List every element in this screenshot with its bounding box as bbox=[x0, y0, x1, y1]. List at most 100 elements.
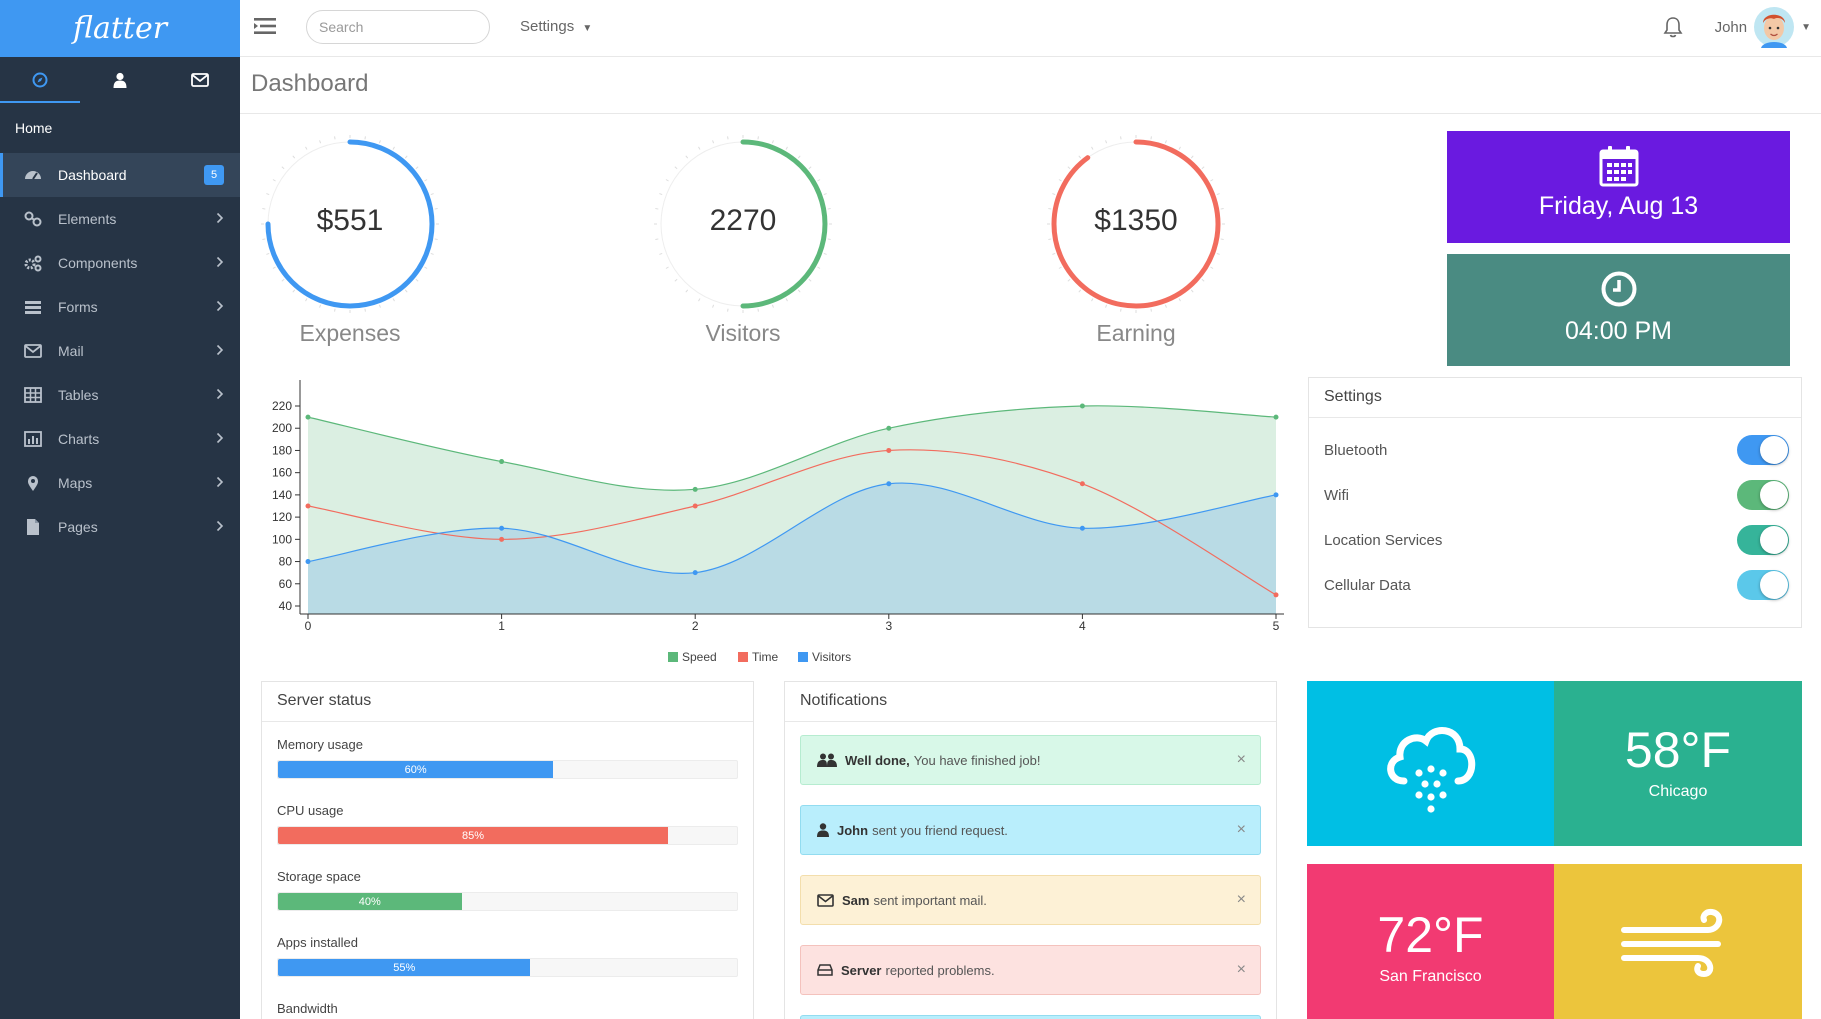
elements-icon bbox=[24, 210, 42, 228]
data-point-time[interactable] bbox=[886, 447, 892, 453]
close-icon[interactable]: × bbox=[1236, 821, 1246, 838]
data-point-speed[interactable] bbox=[1079, 403, 1085, 409]
server-icon bbox=[817, 964, 833, 976]
gauge-earning: $1350 Earning bbox=[1046, 134, 1226, 347]
settings-dropdown[interactable]: Settings ▼ bbox=[520, 18, 592, 35]
data-point-visitors[interactable] bbox=[499, 525, 505, 531]
y-tick-label: 160 bbox=[272, 466, 292, 480]
notification-text: reported problems. bbox=[885, 962, 995, 978]
settings-panel-title: Settings bbox=[1309, 378, 1801, 418]
gauge-arc bbox=[740, 139, 828, 309]
gauge-value: $551 bbox=[316, 204, 384, 237]
x-tick-label: 3 bbox=[885, 619, 892, 633]
notifications-bell-icon[interactable] bbox=[1663, 16, 1683, 43]
sidebar-item-label: Forms bbox=[58, 299, 98, 315]
settings-label: Settings bbox=[520, 18, 575, 35]
chicago-city: Chicago bbox=[1648, 783, 1708, 800]
data-point-time[interactable] bbox=[1273, 592, 1279, 598]
data-point-speed[interactable] bbox=[886, 425, 892, 431]
toggle-knob bbox=[1760, 571, 1788, 599]
stat-label: Memory usage bbox=[277, 737, 363, 752]
calendar-icon bbox=[1599, 146, 1638, 187]
close-icon[interactable]: × bbox=[1236, 751, 1246, 768]
sidebar-item-charts[interactable]: Charts bbox=[0, 417, 240, 461]
stat-label: CPU usage bbox=[277, 803, 344, 818]
gauge-label: Expenses bbox=[299, 320, 401, 346]
data-point-speed[interactable] bbox=[499, 459, 505, 465]
y-tick-label: 40 bbox=[279, 599, 293, 613]
setting-label: Cellular Data bbox=[1324, 576, 1411, 594]
y-tick-label: 180 bbox=[272, 443, 292, 457]
data-point-speed[interactable] bbox=[692, 486, 698, 492]
y-tick-label: 140 bbox=[272, 488, 292, 502]
sidebar-item-forms[interactable]: Forms bbox=[0, 285, 240, 329]
menu-toggle-icon[interactable] bbox=[254, 17, 276, 40]
legend-swatch bbox=[668, 652, 678, 662]
data-point-time[interactable] bbox=[1079, 481, 1085, 487]
sidebar-item-tables[interactable]: Tables bbox=[0, 373, 240, 417]
data-point-visitors[interactable] bbox=[305, 559, 311, 565]
close-icon[interactable]: × bbox=[1236, 961, 1246, 978]
data-point-speed[interactable] bbox=[1273, 414, 1279, 420]
compass-icon bbox=[32, 72, 48, 88]
gauge-label: Visitors bbox=[705, 320, 781, 346]
tab-navigation[interactable] bbox=[0, 57, 80, 103]
legend-swatch bbox=[798, 652, 808, 662]
app-logo[interactable]: flatter bbox=[0, 0, 240, 57]
sidebar-item-elements[interactable]: Elements bbox=[0, 197, 240, 241]
weather-wind-tile bbox=[1554, 864, 1802, 1019]
map-pin-icon bbox=[24, 474, 42, 492]
sidebar-item-label: Maps bbox=[58, 475, 93, 491]
sidebar-item-pages[interactable]: Pages bbox=[0, 505, 240, 549]
tab-messages[interactable] bbox=[160, 57, 240, 103]
gauge-ring bbox=[1047, 135, 1225, 313]
user-icon bbox=[817, 823, 829, 837]
sidebar-item-maps[interactable]: Maps bbox=[0, 461, 240, 505]
search-input[interactable] bbox=[306, 10, 490, 44]
area-chart: 40 60 80 100 120 140 160 180 200 220 0 1 2 3 4 5 bbox=[272, 380, 1284, 633]
progress-bar: 40% bbox=[278, 893, 462, 910]
stat-cpu: CPU usage 85% bbox=[277, 803, 738, 845]
gauge-arc bbox=[1051, 139, 1221, 309]
legend-speed: Speed bbox=[668, 650, 717, 664]
server-status-panel: Server status Memory usage 60% CPU usage… bbox=[261, 681, 754, 1019]
clock-icon bbox=[1601, 271, 1636, 307]
data-point-speed[interactable] bbox=[305, 414, 311, 420]
bluetooth-toggle[interactable] bbox=[1737, 435, 1789, 465]
location-services-toggle[interactable] bbox=[1737, 525, 1789, 555]
progress-track: 85% bbox=[277, 826, 738, 845]
data-point-visitors[interactable] bbox=[886, 481, 892, 487]
data-point-visitors[interactable] bbox=[692, 570, 698, 576]
sidebar-nav: Dashboard 5 Elements Components Forms Mail Tab… bbox=[0, 153, 240, 549]
data-point-visitors[interactable] bbox=[1079, 525, 1085, 531]
data-point-time[interactable] bbox=[305, 503, 311, 509]
x-tick-label: 0 bbox=[305, 619, 312, 633]
sidebar-item-dashboard[interactable]: Dashboard 5 bbox=[0, 153, 240, 197]
envelope-icon bbox=[191, 73, 209, 87]
close-icon[interactable]: × bbox=[1236, 891, 1246, 908]
count-badge: 5 bbox=[204, 165, 224, 185]
user-name: John bbox=[1714, 18, 1748, 36]
wind-icon bbox=[1621, 908, 1723, 978]
sidebar-section-title: Home bbox=[15, 120, 53, 136]
sidebar-item-mail[interactable]: Mail bbox=[0, 329, 240, 373]
cellular-data-toggle[interactable] bbox=[1737, 570, 1789, 600]
user-group-icon bbox=[817, 753, 837, 767]
wifi-toggle[interactable] bbox=[1737, 480, 1789, 510]
tab-profile[interactable] bbox=[80, 57, 160, 103]
sidebar-item-label: Pages bbox=[58, 519, 98, 535]
user-menu[interactable]: John ▼ bbox=[1715, 6, 1811, 48]
stat-storage: Storage space 40% bbox=[277, 869, 738, 911]
setting-cellular-data: Cellular Data bbox=[1324, 569, 1789, 601]
notification-text: You have finished job! bbox=[913, 752, 1041, 768]
avatar bbox=[1754, 7, 1795, 48]
y-tick-label: 120 bbox=[272, 510, 292, 524]
gauge-expenses: $551 Expenses bbox=[260, 134, 440, 347]
sidebar-item-components[interactable]: Components bbox=[0, 241, 240, 285]
notifications-title: Notifications bbox=[785, 682, 1276, 722]
data-point-time[interactable] bbox=[499, 536, 505, 542]
progress-track: 55% bbox=[277, 958, 738, 977]
data-point-time[interactable] bbox=[692, 503, 698, 509]
sidebar: flatter Home Dashboard 5 Elements Component… bbox=[0, 0, 240, 1019]
data-point-visitors[interactable] bbox=[1273, 492, 1279, 498]
